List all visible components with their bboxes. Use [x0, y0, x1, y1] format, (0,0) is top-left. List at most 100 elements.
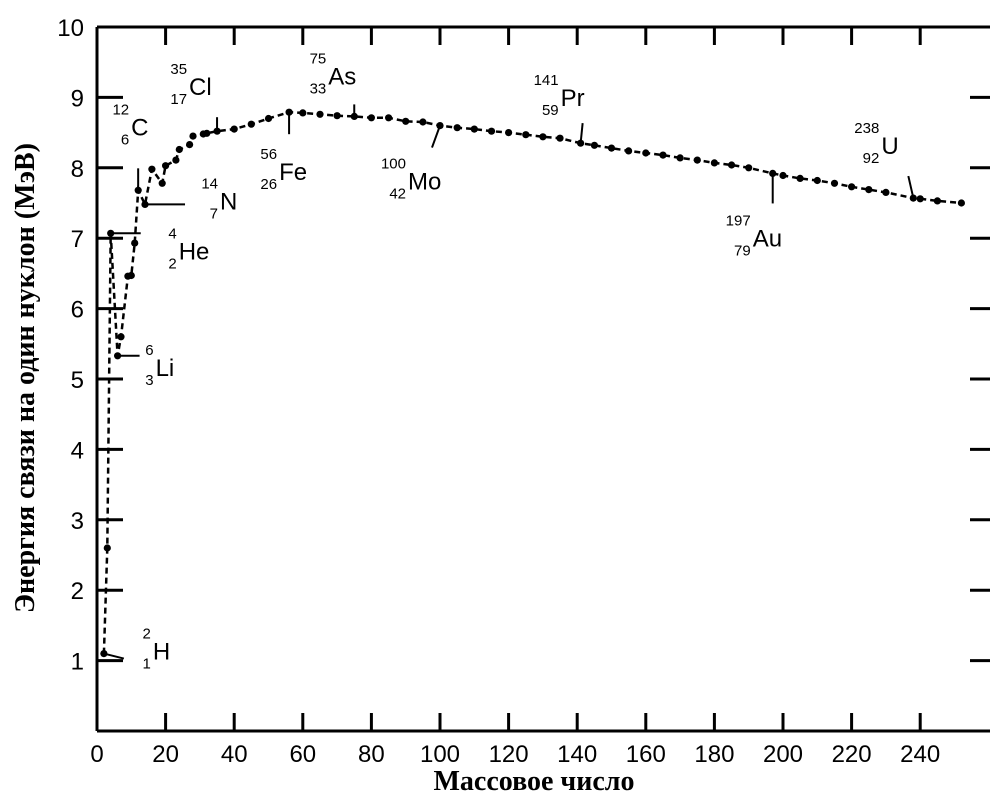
data-point	[505, 129, 513, 137]
isotope-mass-mo: 100	[381, 156, 406, 173]
data-point	[175, 145, 183, 154]
isotope-symbol-cl: Cl	[189, 74, 212, 101]
isotope-mass-li: 6	[145, 342, 153, 359]
data-point	[453, 124, 461, 132]
data-point	[103, 544, 111, 552]
data-point	[299, 109, 307, 117]
data-point	[213, 127, 221, 135]
isotope-z-c: 6	[121, 131, 129, 148]
y-tick-label: 5	[71, 367, 84, 394]
y-tick-label: 8	[71, 156, 84, 183]
isotope-symbol-n: N	[220, 188, 237, 215]
isotope-z-h: 1	[143, 656, 151, 673]
isotope-z-li: 3	[145, 372, 153, 389]
data-point	[117, 333, 125, 341]
x-tick-label: 60	[289, 741, 316, 768]
data-point	[141, 200, 149, 208]
isotope-z-au: 79	[734, 242, 751, 259]
data-point	[710, 159, 719, 167]
data-point	[676, 154, 684, 162]
data-point	[728, 161, 736, 169]
isotope-symbol-li: Li	[156, 355, 175, 382]
isotope-mass-cl: 35	[170, 61, 187, 78]
data-point	[131, 239, 139, 247]
y-tick-label: 4	[71, 437, 84, 464]
isotope-leader-mo	[431, 125, 441, 148]
data-point	[367, 114, 375, 122]
data-point	[162, 162, 170, 170]
data-point	[316, 110, 324, 118]
data-point	[247, 120, 255, 128]
y-tick-label: 6	[71, 297, 84, 324]
isotope-symbol-he: He	[179, 238, 210, 265]
data-point	[916, 195, 924, 203]
isotope-mass-c: 12	[112, 101, 129, 118]
data-point	[333, 112, 341, 120]
data-point	[230, 125, 238, 133]
isotope-mass-fe: 56	[260, 146, 277, 163]
x-tick-label: 140	[557, 741, 597, 768]
tick-labels: 0 20 40 60 80 100 120 140 160 180 200 220 2401234567…	[57, 15, 940, 768]
data-point	[127, 271, 135, 280]
y-tick-label: 1	[71, 649, 84, 676]
isotope-z-pr: 59	[542, 102, 559, 119]
isotope-mass-as: 75	[310, 50, 327, 67]
x-tick-label: 180	[694, 741, 734, 768]
isotope-symbol-h: H	[153, 639, 170, 666]
data-point	[148, 165, 156, 173]
data-point	[186, 141, 194, 149]
data-point	[830, 179, 839, 187]
data-point	[957, 199, 966, 207]
data-point	[590, 141, 599, 149]
x-tick-label: 80	[358, 741, 385, 768]
data-point	[642, 149, 650, 157]
data-point	[419, 118, 427, 126]
data-point	[203, 129, 211, 137]
isotope-mass-au: 197	[726, 212, 751, 229]
data-point	[172, 156, 180, 164]
data-point	[796, 174, 804, 182]
isotope-mass-h: 2	[143, 626, 151, 643]
data-point	[107, 229, 115, 237]
data-point	[865, 186, 873, 194]
isotope-z-he: 2	[168, 255, 176, 272]
data-point	[693, 156, 701, 164]
y-tick-label: 9	[71, 85, 84, 112]
data-point	[607, 144, 616, 152]
x-tick-label: 20	[152, 741, 179, 768]
isotope-mass-pr: 141	[534, 72, 559, 89]
isotope-leader-pr	[579, 123, 584, 144]
y-tick-label: 3	[71, 508, 84, 535]
isotope-z-mo: 42	[389, 186, 406, 203]
data-point	[625, 147, 633, 155]
isotope-leader-u	[907, 175, 915, 199]
data-point	[470, 125, 478, 133]
data-point	[659, 151, 667, 159]
data-point	[487, 127, 496, 135]
data-point	[848, 183, 856, 191]
data-point	[556, 134, 564, 142]
isotope-symbol-fe: Fe	[279, 159, 307, 186]
isotope-mass-u: 238	[854, 120, 879, 137]
isotope-symbol-c: C	[131, 114, 148, 141]
x-tick-label: 120	[489, 741, 529, 768]
isotope-symbol-as: As	[328, 63, 356, 90]
x-tick-label: 160	[626, 741, 666, 768]
tick-marks	[97, 27, 990, 731]
isotope-z-as: 33	[310, 80, 327, 97]
isotope-mass-n: 14	[201, 175, 218, 192]
data-point	[577, 139, 585, 147]
data-point	[769, 169, 777, 177]
isotope-z-n: 7	[210, 205, 218, 222]
data-point	[779, 171, 787, 180]
data-point	[385, 114, 393, 122]
data-point	[539, 133, 547, 141]
y-tick-label: 10	[57, 15, 84, 42]
data-point	[264, 114, 273, 123]
data-point	[402, 117, 410, 125]
y-tick-label: 2	[71, 578, 84, 605]
isotope-mass-he: 4	[168, 225, 176, 242]
